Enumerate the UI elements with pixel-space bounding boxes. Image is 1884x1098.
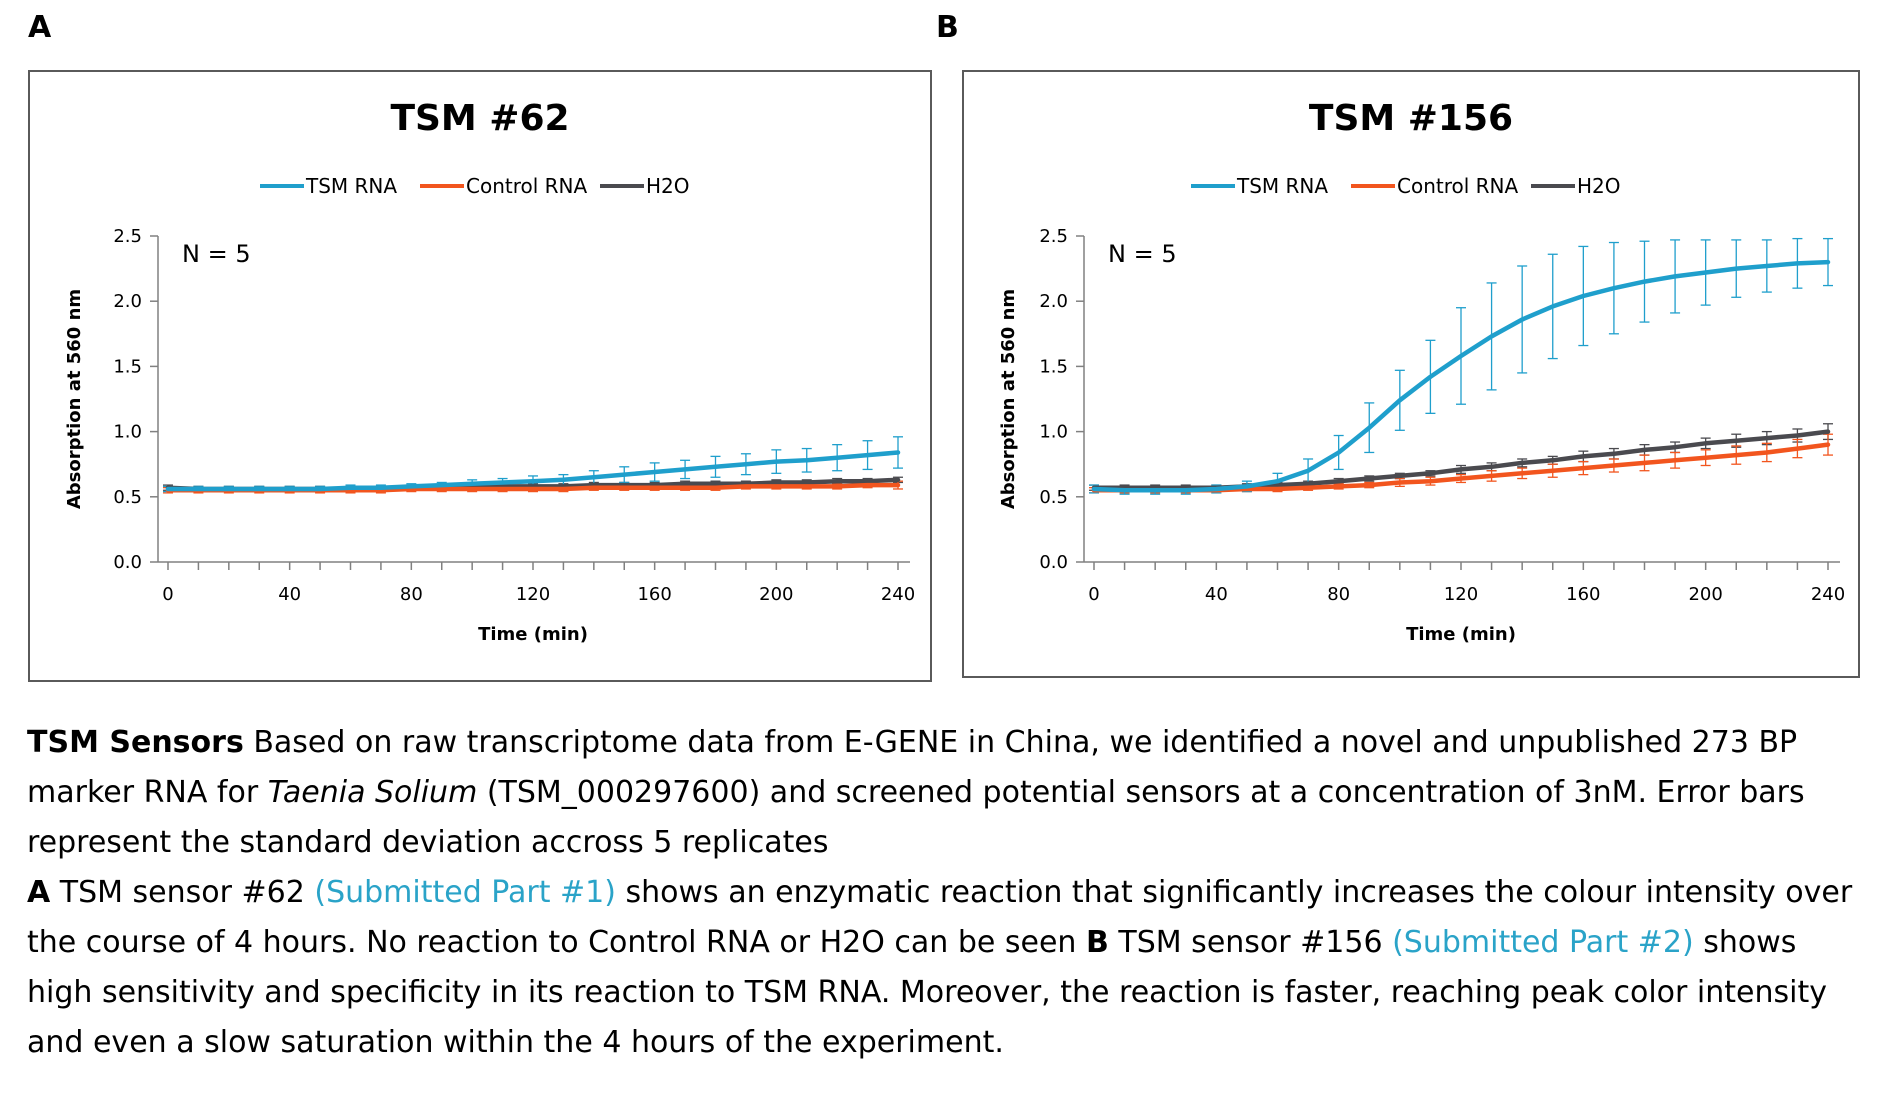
- y-tick-label: 1.5: [113, 356, 142, 377]
- x-tick-label: 160: [637, 584, 671, 605]
- legend-label: TSM RNA: [305, 174, 397, 198]
- y-axis-label: Absorption at 560 nm: [998, 289, 1019, 509]
- panel-letter-a: A: [28, 10, 52, 45]
- caption-label-a: A: [27, 875, 51, 910]
- y-tick-label: 2.5: [1039, 226, 1068, 247]
- chart-title: TSM #62: [390, 98, 569, 139]
- x-tick-label: 240: [1811, 584, 1845, 605]
- x-tick-label: 0: [162, 584, 173, 605]
- x-tick-label: 40: [278, 584, 301, 605]
- series-line-tsm-rna: [1091, 259, 1831, 493]
- caption-label-b: B: [1085, 925, 1109, 960]
- x-tick-label: 80: [1327, 584, 1350, 605]
- caption-text: shows high sensitivity and specificity i…: [27, 925, 1827, 1060]
- x-tick-label: 120: [1444, 584, 1478, 605]
- y-tick-label: 0.0: [1039, 552, 1068, 573]
- submitted-part-1-link[interactable]: (Submitted Part #1): [314, 875, 616, 910]
- legend-label: H2O: [1577, 174, 1621, 198]
- chart-tsm-62-svg: TSM #62 TSM RNA Control RNA H2O 0.0 0.5 1.0 1.5…: [64, 98, 915, 645]
- y-axis-label: Absorption at 560 nm: [64, 289, 85, 509]
- caption-text: TSM sensor #156: [1108, 925, 1393, 960]
- caption-paragraph-2: A TSM sensor #62 (Submitted Part #1) sho…: [27, 868, 1867, 1068]
- caption-paragraph-1: TSM Sensors Based on raw transcriptome d…: [27, 718, 1867, 868]
- y-tick-label: 2.5: [113, 226, 142, 247]
- panel-letter-b: B: [936, 10, 959, 45]
- x-tick-label: 200: [759, 584, 793, 605]
- chart-tsm-62: TSM #62 TSM RNA Control RNA H2O 0.0 0.5 1.0 1.5…: [28, 70, 932, 682]
- y-tick-label: 2.0: [113, 291, 142, 312]
- y-tick-label: 0.5: [1039, 487, 1068, 508]
- caption-text: TSM sensor #62: [50, 875, 315, 910]
- x-tick-label: 80: [400, 584, 423, 605]
- n-annotation: N = 5: [182, 240, 251, 268]
- legend-label: Control RNA: [466, 174, 588, 198]
- caption-heading: TSM Sensors: [27, 725, 244, 760]
- chart-tsm-156-svg: TSM #156 TSM RNA Control RNA H2O 0.0 0.5 1.0 1.…: [998, 98, 1845, 645]
- x-axis-label: Time (min): [478, 624, 588, 645]
- chart-title: TSM #156: [1309, 98, 1513, 139]
- n-annotation: N = 5: [1108, 240, 1177, 268]
- series-line-tsm-rna: [165, 450, 901, 492]
- y-tick-label: 2.0: [1039, 291, 1068, 312]
- x-axis-label: Time (min): [1406, 624, 1516, 645]
- caption-text: (TSM_000297600) and screened potential s…: [27, 775, 1805, 860]
- y-tick-label: 0.0: [113, 552, 142, 573]
- chart-tsm-156: TSM #156 TSM RNA Control RNA H2O 0.0 0.5 1.0 1.…: [962, 70, 1860, 678]
- figure-caption: TSM Sensors Based on raw transcriptome d…: [27, 718, 1867, 1068]
- caption-text: shows an enzymatic reaction that signifi…: [27, 875, 1853, 960]
- x-tick-label: 240: [881, 584, 915, 605]
- y-tick-label: 1.0: [113, 422, 142, 443]
- x-tick-label: 200: [1688, 584, 1722, 605]
- x-tick-label: 160: [1566, 584, 1600, 605]
- y-tick-label: 1.0: [1039, 422, 1068, 443]
- submitted-part-2-link[interactable]: (Submitted Part #2): [1392, 925, 1694, 960]
- caption-text: Based on raw transcriptome data from E-G…: [27, 725, 1798, 810]
- x-tick-label: 40: [1205, 584, 1228, 605]
- legend-label: TSM RNA: [1236, 174, 1328, 198]
- x-tick-label: 120: [516, 584, 550, 605]
- y-tick-label: 1.5: [1039, 356, 1068, 377]
- legend-label: H2O: [646, 174, 690, 198]
- caption-species: Taenia Solium: [267, 775, 478, 810]
- legend-label: Control RNA: [1397, 174, 1519, 198]
- y-tick-label: 0.5: [113, 487, 142, 508]
- x-tick-label: 0: [1088, 584, 1099, 605]
